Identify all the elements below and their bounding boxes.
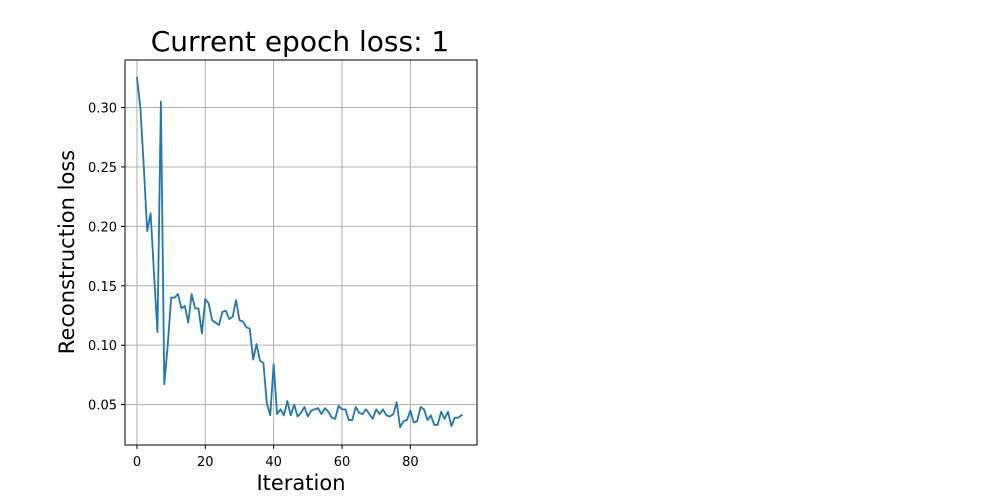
y-tick-label: 0.15 [88, 280, 117, 295]
x-axis-label: Iteration [256, 471, 345, 495]
y-tick-label: 0.30 [88, 102, 117, 117]
y-axis-label: Reconstruction loss [55, 150, 79, 354]
x-tick-label: 40 [265, 455, 282, 470]
ticks: 0 20 40 60 80 0.05 0.10 0.15 0.20 0.25 0.30 [88, 102, 419, 470]
loss-series-line [135, 76, 463, 429]
chart-title: Current epoch loss: 1 [151, 25, 449, 58]
y-tick-label: 0.10 [88, 339, 117, 354]
grid [125, 60, 477, 445]
x-tick-label: 20 [197, 455, 214, 470]
y-tick-label: 0.20 [88, 220, 117, 235]
y-tick-label: 0.05 [88, 399, 117, 414]
series-layer [135, 76, 463, 429]
plot-frame [124, 59, 478, 446]
x-tick-label: 60 [334, 455, 351, 470]
x-tick-label: 0 [133, 455, 141, 470]
y-tick-label: 0.25 [88, 161, 117, 176]
x-tick-label: 80 [402, 455, 419, 470]
